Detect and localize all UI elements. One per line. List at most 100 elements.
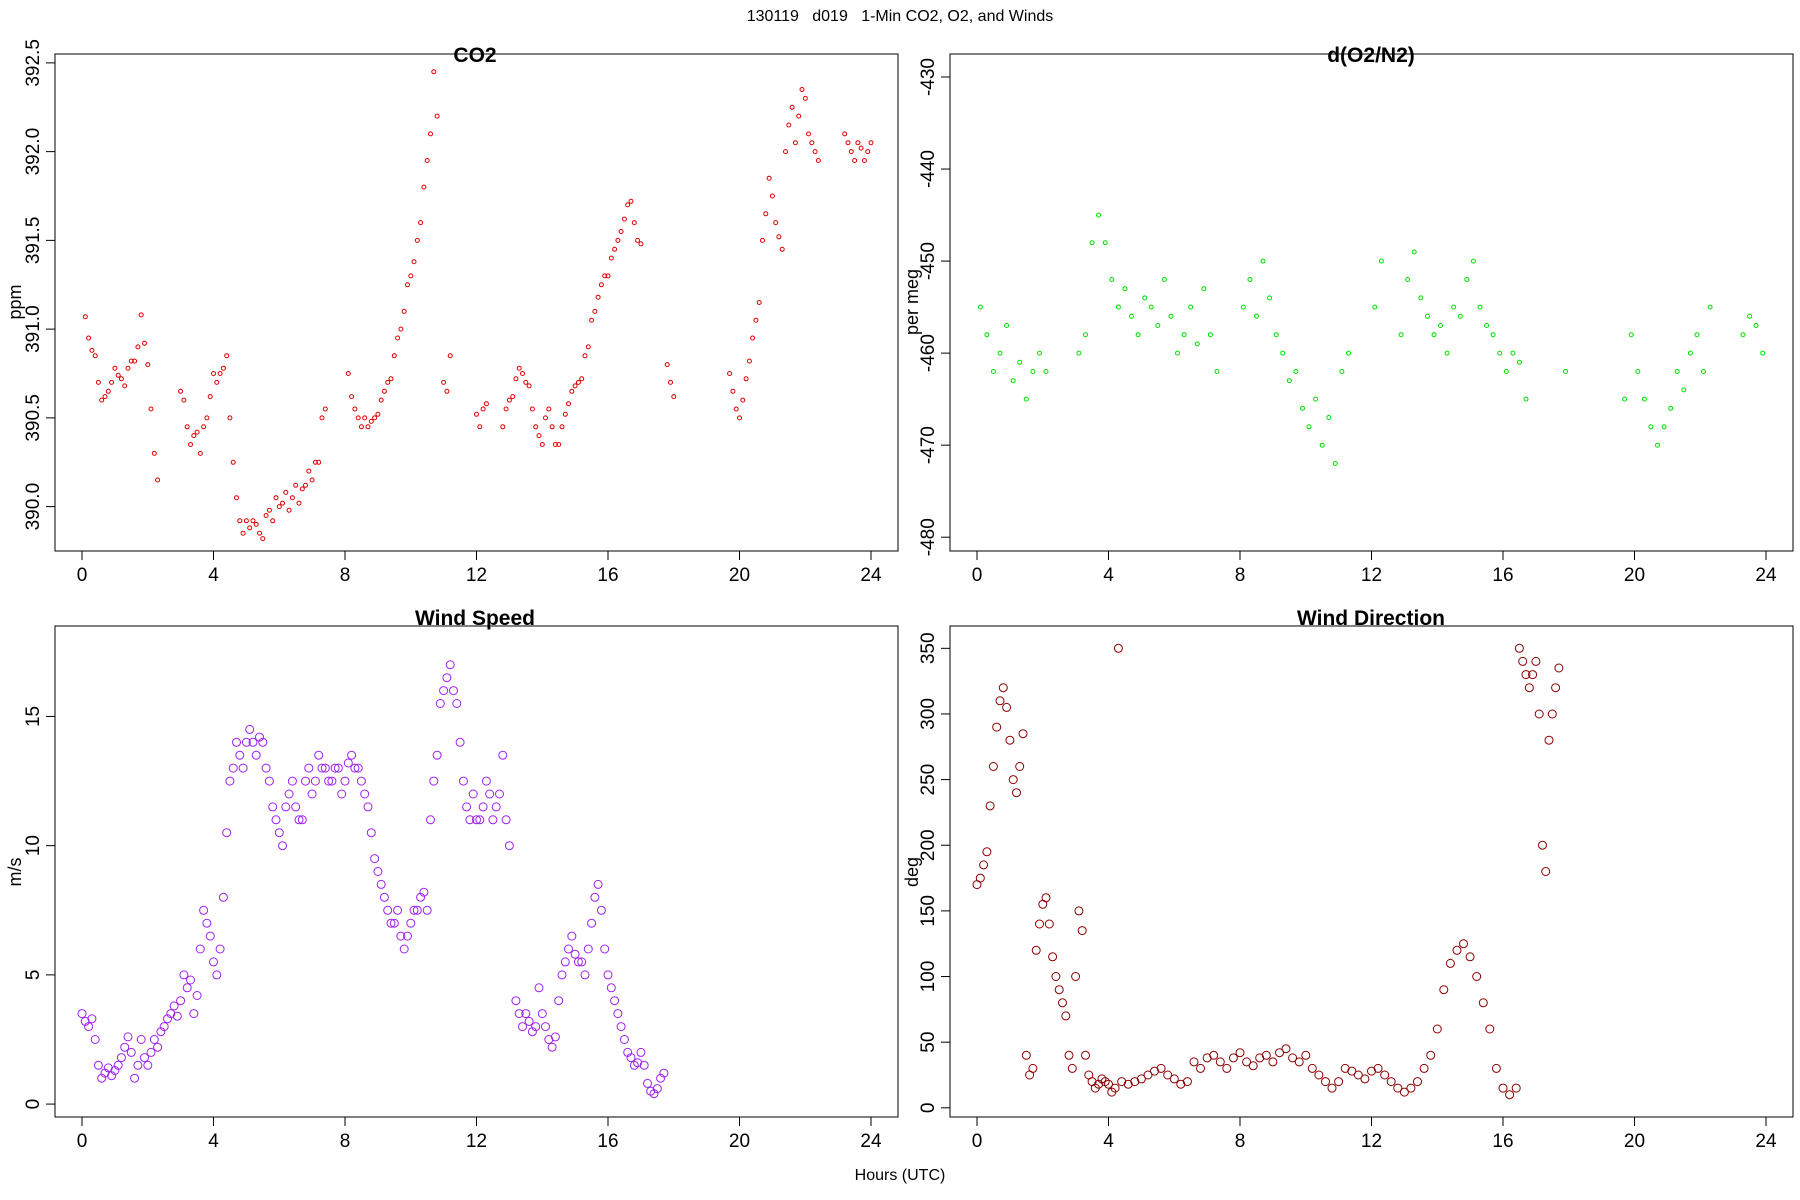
co2-point	[211, 371, 216, 376]
co2-point	[779, 246, 785, 252]
o2n2-point	[1280, 350, 1286, 356]
o2n2-point	[1175, 350, 1180, 356]
co2-point	[266, 507, 272, 513]
o2n2-ytick-label: -460	[918, 334, 939, 372]
winddir-ytick-label: 350	[918, 632, 939, 664]
windspeed-point	[643, 1078, 652, 1088]
co2-point	[148, 406, 154, 412]
winddir-point	[1445, 958, 1455, 968]
o2n2-xtick-label: 4	[1103, 565, 1114, 586]
windspeed-point	[531, 1022, 541, 1032]
o2n2-point	[1135, 332, 1141, 338]
co2-point	[543, 415, 548, 421]
windspeed-point	[363, 802, 373, 812]
co2-point	[289, 495, 295, 501]
winddir-point	[1031, 945, 1041, 955]
co2-point	[727, 371, 733, 376]
winddir-point	[1544, 735, 1554, 745]
co2-point	[345, 371, 351, 376]
winddir-ytick-label: 50	[918, 1032, 939, 1053]
windspeed-point	[340, 776, 350, 786]
o2n2-point	[1168, 313, 1174, 319]
co2-point	[733, 406, 739, 412]
co2-point	[474, 411, 479, 417]
co2-xtick-label: 4	[208, 565, 219, 586]
co2-point	[506, 397, 512, 403]
winddir-point	[1094, 1079, 1104, 1089]
windspeed-point	[583, 944, 593, 954]
winddir-point	[1472, 972, 1482, 981]
o2n2-ytick-label: -430	[918, 58, 939, 96]
co2-point	[628, 198, 634, 204]
co2-point	[865, 149, 871, 155]
o2n2-point	[1076, 350, 1082, 356]
winddir-point	[1002, 702, 1012, 712]
o2n2-point	[1010, 378, 1016, 384]
windspeed-point	[314, 750, 324, 760]
winddir-ytick-label: 100	[918, 961, 939, 993]
windspeed-point	[241, 737, 251, 747]
co2-point	[293, 482, 299, 488]
winddir-xtick-label: 16	[1492, 1131, 1513, 1152]
winddir-point	[1275, 1048, 1284, 1058]
windspeed-point	[472, 815, 481, 825]
winddir-point	[1012, 788, 1021, 798]
windspeed-point	[445, 660, 455, 670]
windspeed-point	[97, 1073, 107, 1083]
windspeed-point	[409, 905, 419, 915]
windspeed-point	[481, 776, 491, 786]
winddir-point	[1077, 926, 1087, 936]
winddir-ytick-label: 0	[918, 1103, 939, 1114]
co2-point	[365, 424, 371, 430]
o2n2-point	[1155, 323, 1161, 328]
winddir-point	[1097, 1074, 1107, 1084]
windspeed-point	[156, 1027, 166, 1037]
co2-point	[322, 406, 328, 412]
winddir-point	[1156, 1063, 1166, 1073]
windspeed-point	[80, 1016, 90, 1026]
o2n2-point	[1247, 277, 1253, 282]
windspeed-point	[297, 815, 307, 825]
x-axis-label: Hours (UTC)	[854, 1167, 946, 1184]
co2-point	[411, 259, 417, 265]
winddir-point	[1018, 729, 1028, 739]
winddir-point	[1380, 1070, 1390, 1080]
windspeed-point	[110, 1066, 120, 1075]
windspeed-point	[449, 686, 458, 696]
windspeed-point	[652, 1084, 662, 1094]
winddir-point	[1399, 1087, 1409, 1097]
co2-point	[750, 335, 756, 341]
co2-point	[513, 376, 519, 382]
o2n2-point	[1043, 369, 1049, 374]
windspeed-point	[639, 1060, 649, 1070]
winddir-point	[1547, 709, 1557, 719]
windspeed-point	[140, 1053, 149, 1063]
windspeed-point	[264, 776, 274, 786]
co2-point	[582, 353, 588, 359]
winddir-point	[1491, 1063, 1501, 1073]
winddir-point	[1268, 1057, 1278, 1067]
co2-point	[142, 340, 147, 346]
windspeed-point	[570, 949, 580, 959]
windspeed-ylabel: m/s	[5, 858, 25, 887]
windspeed-point	[376, 879, 386, 889]
winddir-point	[1067, 1063, 1077, 1073]
co2-point	[102, 394, 108, 400]
windspeed-point	[386, 918, 396, 928]
co2-point	[220, 365, 226, 371]
co2-ylabel: ppm	[5, 284, 25, 319]
winddir-point	[1419, 1063, 1429, 1073]
o2n2-point	[1760, 350, 1766, 356]
windspeed-point	[511, 996, 521, 1006]
windspeed-point	[238, 763, 248, 773]
windspeed-point	[93, 1060, 103, 1070]
o2n2-point	[1109, 277, 1115, 282]
o2n2-point	[1641, 396, 1647, 402]
o2n2-point	[1207, 332, 1213, 338]
windspeed-point	[356, 776, 366, 786]
co2-point	[444, 388, 450, 394]
winddir-point	[1176, 1079, 1186, 1089]
co2-point	[608, 255, 614, 261]
co2-ytick-label: 391.0	[23, 305, 44, 353]
